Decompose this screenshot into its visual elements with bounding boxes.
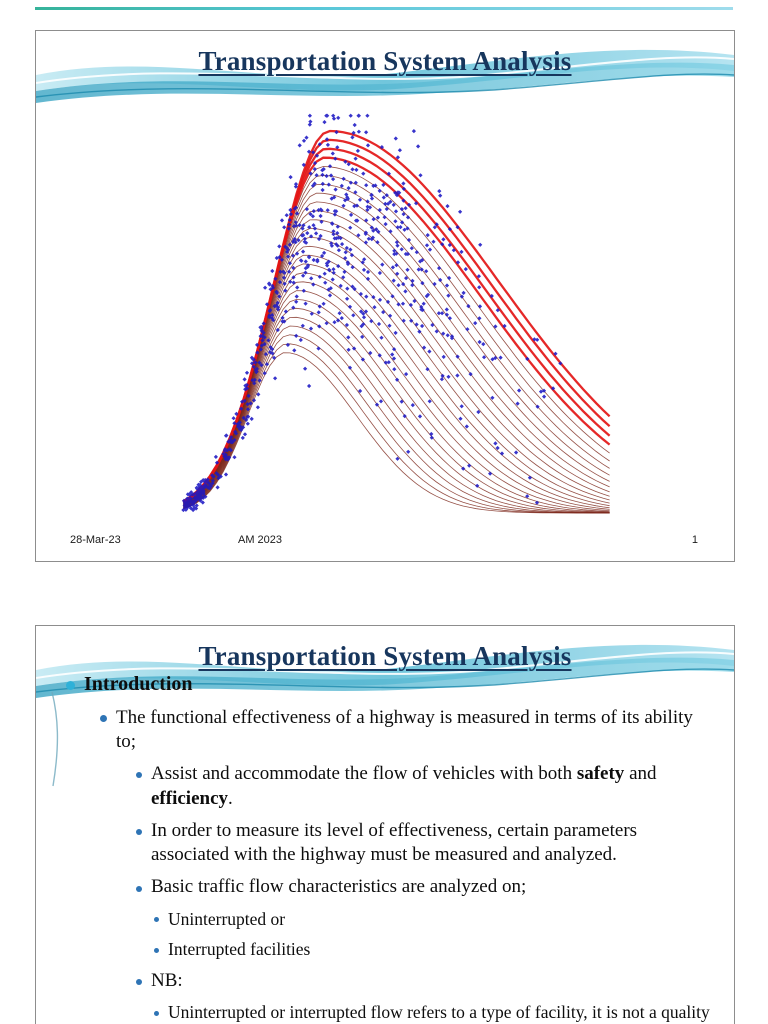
slide-1-footer: 28-Mar-23 AM 2023 1 bbox=[36, 534, 734, 554]
bullet-icon bbox=[136, 772, 142, 779]
bullet-text: NB: bbox=[151, 969, 183, 991]
slide-2: Transportation System Analysis Introduct… bbox=[35, 625, 735, 1024]
wave-decoration bbox=[36, 644, 734, 698]
bullet-icon bbox=[154, 947, 159, 953]
bullet-item: Interrupted facilities bbox=[36, 938, 714, 960]
bullet-icon bbox=[100, 715, 107, 723]
bullet-text: In order to measure its level of effecti… bbox=[151, 819, 638, 866]
bullet-text: Uninterrupted or bbox=[168, 908, 286, 929]
bullet-text: Interrupted facilities bbox=[168, 939, 311, 960]
bullet-text: Basic traffic flow characteristics are a… bbox=[151, 876, 527, 898]
slide-1-title: Transportation System Analysis bbox=[198, 46, 572, 76]
slide-1-header: Transportation System Analysis bbox=[36, 31, 734, 113]
bullet-item: In order to measure its level of effecti… bbox=[36, 819, 714, 868]
bullet-icon bbox=[154, 917, 159, 923]
bullet-item: Uninterrupted or bbox=[36, 908, 714, 930]
slide-1: Transportation System Analysis 28-Mar-23… bbox=[35, 30, 735, 562]
bullet-list: Introduction The functional effectiveness… bbox=[36, 672, 734, 1024]
slide-page-number: 1 bbox=[691, 534, 698, 546]
slide-2-title: Transportation System Analysis bbox=[198, 641, 572, 671]
bullet-text: Uninterrupted or interrupted flow refers… bbox=[168, 1001, 710, 1022]
slide-2-header: Transportation System Analysis bbox=[36, 626, 734, 708]
previous-slide-border bbox=[35, 7, 733, 10]
wave-decoration bbox=[36, 49, 734, 103]
speed-flow-scatter-chart bbox=[156, 113, 626, 525]
bullet-icon bbox=[136, 829, 142, 835]
bullet-icon bbox=[136, 978, 142, 985]
bullet-item: NB: bbox=[36, 969, 714, 993]
bullet-text: The functional effectiveness of a highwa… bbox=[116, 706, 693, 752]
bullet-item: Uninterrupted or interrupted flow refers… bbox=[36, 1001, 714, 1024]
bullet-item: Basic traffic flow characteristics are a… bbox=[36, 875, 714, 899]
bullet-icon bbox=[136, 885, 142, 892]
bullet-item: The functional effectiveness of a highwa… bbox=[36, 706, 714, 755]
bullet-text: Assist and accommodate the flow of vehic… bbox=[151, 763, 657, 809]
bullet-item: Assist and accommodate the flow of vehic… bbox=[36, 762, 714, 811]
bullet-text: Introduction bbox=[84, 673, 193, 695]
bullet-item: Introduction bbox=[36, 672, 714, 698]
slide-date: 28-Mar-23 bbox=[70, 534, 121, 546]
slide-footer-text: AM 2023 bbox=[238, 534, 283, 546]
bullet-icon bbox=[66, 681, 75, 691]
wave-tail-decoration bbox=[51, 692, 59, 787]
bullet-icon bbox=[154, 1010, 159, 1016]
